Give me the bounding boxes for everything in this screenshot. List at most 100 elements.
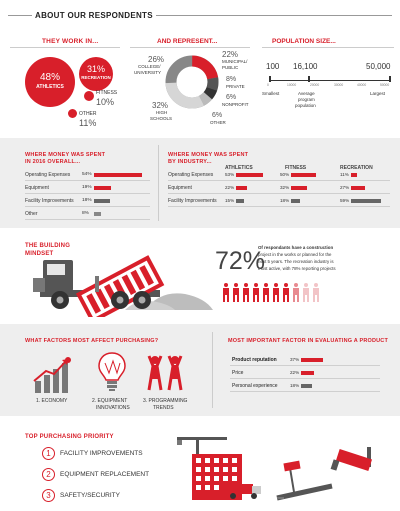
priority-label-1: FACILITY IMPROVEMENTS (60, 450, 143, 457)
title-rule-right (156, 15, 392, 16)
industry-cell-bar (291, 198, 301, 203)
fitness-pct: 10% (96, 97, 115, 107)
eval-row-rule (230, 391, 380, 392)
person-leg-icon (317, 295, 319, 302)
spent-2016-bar (94, 172, 142, 177)
industry-cell-pct: 27% (340, 185, 350, 190)
spent-divider (158, 145, 159, 221)
dump-truck-illustration (33, 255, 213, 317)
person-leg-icon (263, 295, 265, 302)
industry-row-rule (168, 206, 390, 207)
person-leg-icon (233, 295, 235, 302)
person-body-icon (253, 288, 259, 295)
spent-2016-row-rule (25, 206, 150, 207)
person-head-icon (314, 283, 318, 287)
college-label1: COLLEGE/ (138, 64, 161, 69)
person-body-icon (313, 288, 319, 295)
industry-row-label: Operating Expenses (168, 172, 214, 178)
spent-2016-header2: IN 2016 OVERALL... (25, 159, 81, 165)
rep-other-label: OTHER (210, 120, 226, 125)
spent-2016-row-pct: 8% (82, 211, 89, 216)
industry-cell-pct: 59% (340, 198, 350, 203)
other-pct: 11% (79, 118, 97, 128)
factor-2-label2: INNOVATIONS (96, 405, 130, 411)
industry-cell-bar (236, 185, 248, 190)
spent-panel (0, 138, 400, 228)
pop-tick-0: 0 (267, 83, 269, 87)
represent-header: AND REPRESENT... (157, 38, 218, 45)
priority-num-2: 2 (42, 468, 55, 481)
person-body-icon (303, 288, 309, 295)
person-head-icon (244, 283, 248, 287)
college-label2: UNIVERSITY (134, 70, 162, 75)
person-body-icon (223, 288, 229, 295)
pop-largest-label: Largest (370, 91, 386, 96)
private-label: PRIVATE (226, 84, 245, 89)
col-athletics: ATHLETICS (225, 165, 253, 171)
col-fitness: FITNESS (285, 165, 307, 171)
page-title: ABOUT OUR RESPONDENTS (35, 11, 153, 20)
factor-3-label1: 3. PROGRAMMING (143, 398, 188, 404)
donut-private-slice (165, 55, 219, 109)
person-head-icon (264, 283, 268, 287)
person-head-icon (234, 283, 238, 287)
economy-icon (33, 357, 71, 393)
eval-bar (301, 357, 323, 362)
building-header2: MINDSET (25, 251, 54, 257)
person-body-icon (233, 288, 239, 295)
pop-average-label3: population (295, 103, 316, 108)
recreation-label: RECREATION (81, 75, 111, 80)
work-in-header: THEY WORK IN... (42, 38, 99, 45)
person-leg-icon (307, 295, 309, 302)
industry-row-rule (168, 180, 390, 181)
eval-row-rule (230, 378, 380, 379)
person-leg-icon (253, 295, 255, 302)
building-stat: 72% (215, 247, 266, 275)
pop-tick-4: 40000 (357, 83, 367, 87)
person-head-icon (284, 283, 288, 287)
building-text4: most active, with 78% reporting projects (258, 266, 336, 271)
priority-label-3: SAFETY/SECURITY (60, 492, 120, 499)
fitness-bubble (84, 91, 94, 101)
building-text3: next 5 years. The recreation industry is (258, 259, 334, 264)
spent-2016-row-rule (25, 180, 150, 181)
spent-2016-row-pct: 18% (82, 198, 92, 203)
spent-industry-header2: BY INDUSTRY... (168, 159, 212, 165)
population-header: POPULATION SIZE... (272, 38, 336, 45)
spent-2016-row-rule (25, 219, 150, 220)
pop-line (270, 80, 390, 81)
pop-average-label1: Average (298, 91, 315, 96)
pop-tick-2: 20000 (310, 83, 320, 87)
nonprofit-label: NONPROFIT (222, 102, 249, 107)
person-leg-icon (303, 295, 305, 302)
industry-cell-pct: 32% (280, 185, 290, 190)
person-leg-icon (227, 295, 229, 302)
industry-cell-bar (351, 185, 365, 190)
industry-cell-bar (291, 185, 308, 190)
priority-header: TOP PURCHASING PRIORITY (25, 434, 114, 440)
person-head-icon (224, 283, 228, 287)
municipal-label2: PUBLIC (222, 65, 239, 70)
recreation-pct: 31% (86, 64, 105, 74)
spent-2016-row-label: Equipment (25, 185, 49, 191)
athletics-label: ATHLETICS (36, 84, 64, 90)
building-text2: project in the works or planned for the (258, 252, 332, 257)
municipal-pct: 22% (222, 50, 239, 59)
spent-2016-row-rule (25, 193, 150, 194)
pop-marker-average (308, 76, 310, 82)
eval-bar (301, 383, 312, 388)
spent-2016-row-pct: 54% (82, 172, 92, 177)
athletics-bubble (25, 57, 75, 107)
person-leg-icon (283, 295, 285, 302)
person-leg-icon (237, 295, 239, 302)
construction-illustration (177, 437, 373, 501)
person-leg-icon (277, 295, 279, 302)
person-leg-icon (287, 295, 289, 302)
college-pct: 26% (148, 55, 165, 64)
highschool-label2: SCHOOLS (150, 116, 173, 121)
factor-3-label2: TRENDS (153, 405, 174, 411)
eval-row-label: Price (232, 370, 244, 376)
lightbulb-icon (98, 352, 126, 391)
industry-cell-bar (236, 198, 244, 203)
industry-cell-bar (291, 172, 317, 177)
